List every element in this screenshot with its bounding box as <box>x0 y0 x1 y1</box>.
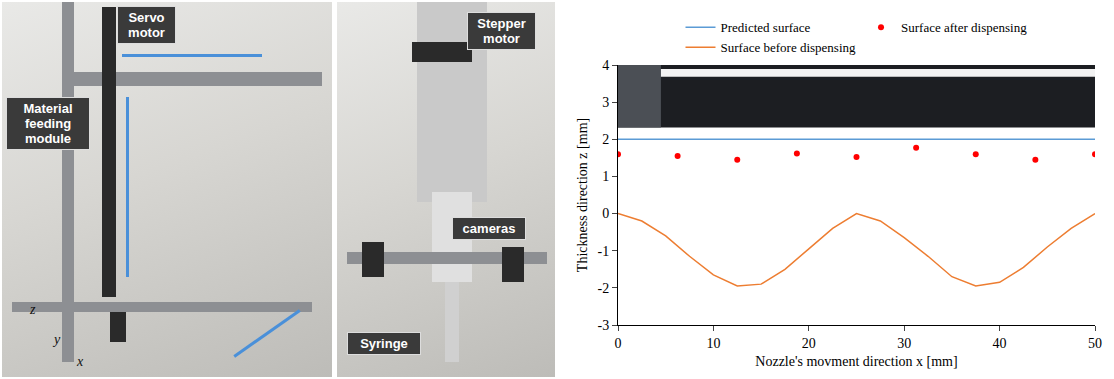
svg-text:50: 50 <box>1088 336 1102 351</box>
svg-text:Surface after dispensing: Surface after dispensing <box>901 20 1027 35</box>
html-text:Stepper motor: Stepper motor <box>477 16 526 46</box>
html-text:cameras: cameras <box>462 221 516 236</box>
svg-text:Nozzle's movment direction x [: Nozzle's movment direction x [mm] <box>755 354 957 369</box>
svg-text:1: 1 <box>602 169 609 184</box>
html-text:y: y <box>54 332 61 347</box>
svg-text:-3: -3 <box>598 318 610 333</box>
svg-text:2: 2 <box>602 132 609 147</box>
svg-text:30: 30 <box>897 336 911 351</box>
svg-text:0: 0 <box>615 336 622 351</box>
svg-text:3: 3 <box>602 95 609 110</box>
svg-text:40: 40 <box>993 336 1007 351</box>
svg-text:Surface before dispensing: Surface before dispensing <box>721 40 857 55</box>
svg-text:-1: -1 <box>598 244 610 259</box>
html-text:Material feeding module: Material feeding module <box>23 101 73 146</box>
svg-text:Thickness direction z [mm]: Thickness direction z [mm] <box>575 118 590 272</box>
svg-text:10: 10 <box>706 336 720 351</box>
html-text:z: z <box>30 302 36 317</box>
html-text:Syringe: Syringe <box>360 336 408 351</box>
html-text:Servo motor: Servo motor <box>128 10 165 40</box>
svg-text:Predicted surface: Predicted surface <box>721 20 811 35</box>
svg-text:0: 0 <box>602 206 609 221</box>
svg-text:-2: -2 <box>598 281 610 296</box>
html-text:x: x <box>77 354 84 369</box>
svg-text:4: 4 <box>602 58 609 73</box>
svg-text:20: 20 <box>802 336 816 351</box>
